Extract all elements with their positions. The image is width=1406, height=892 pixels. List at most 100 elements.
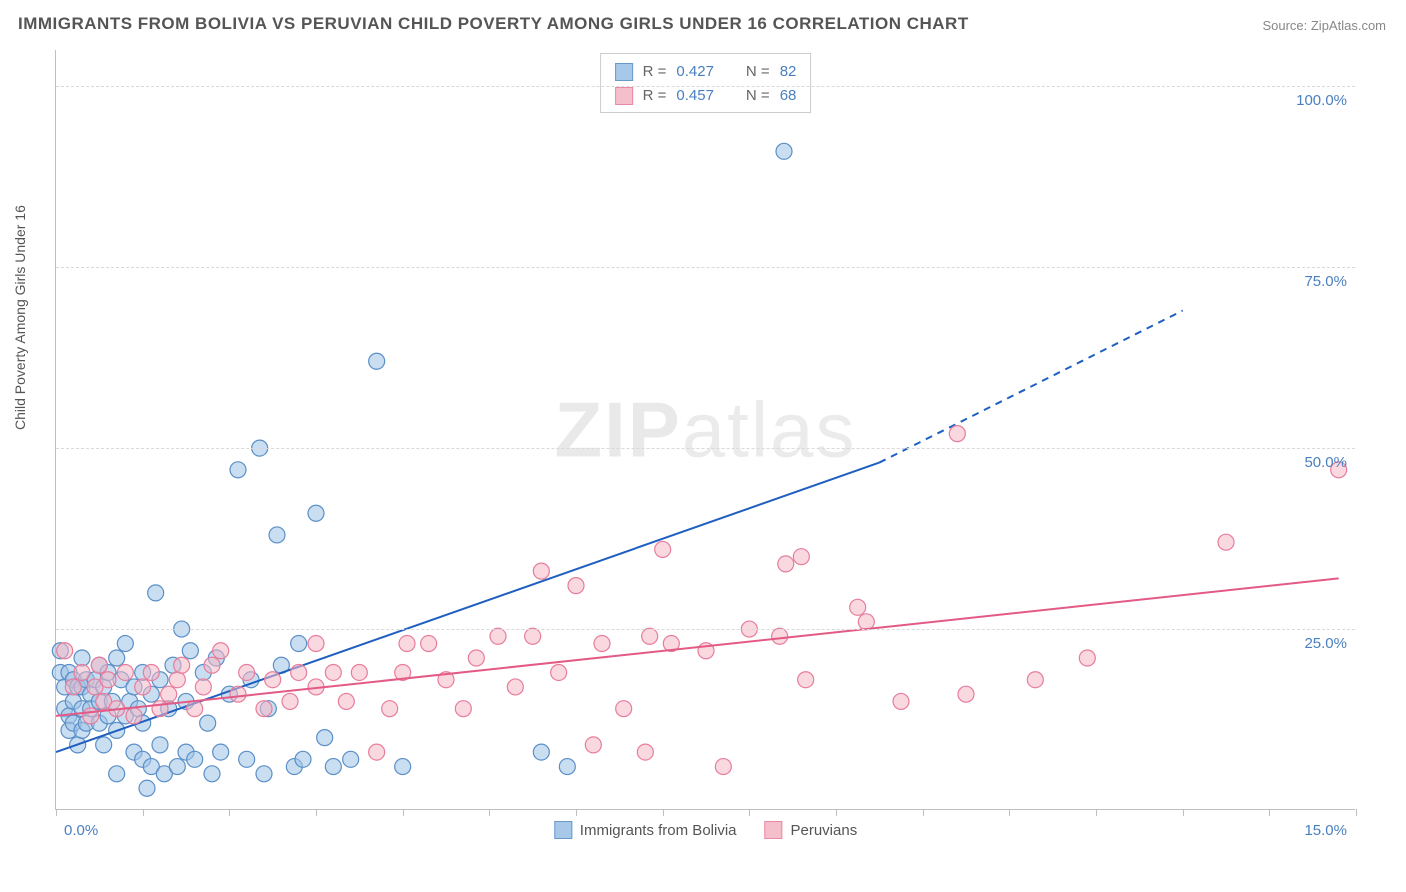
- data-point-peruvians: [421, 636, 437, 652]
- data-point-peruvians: [655, 541, 671, 557]
- data-point-peruvians: [1027, 672, 1043, 688]
- data-point-peruvians: [213, 643, 229, 659]
- stats-row-bolivia: R = 0.427 N = 82: [615, 60, 797, 84]
- stats-row-peruvians: R = 0.457 N = 68: [615, 84, 797, 108]
- data-point-peruvians: [585, 737, 601, 753]
- swatch-peruvians: [615, 87, 633, 105]
- data-point-bolivia: [369, 353, 385, 369]
- data-point-peruvians: [772, 628, 788, 644]
- trend-line-peruvians: [56, 578, 1339, 716]
- r-label: R =: [643, 60, 667, 84]
- data-point-peruvians: [351, 664, 367, 680]
- swatch-bolivia: [615, 63, 633, 81]
- data-point-peruvians: [642, 628, 658, 644]
- chart-title: IMMIGRANTS FROM BOLIVIA VS PERUVIAN CHIL…: [18, 14, 969, 34]
- source-attribution: Source: ZipAtlas.com: [1262, 18, 1386, 33]
- data-point-peruvians: [65, 679, 81, 695]
- data-point-peruvians: [126, 708, 142, 724]
- data-point-peruvians: [239, 664, 255, 680]
- data-point-bolivia: [109, 650, 125, 666]
- swatch-bolivia: [554, 821, 572, 839]
- data-point-bolivia: [148, 585, 164, 601]
- data-point-bolivia: [74, 650, 90, 666]
- n-value: 82: [780, 60, 797, 84]
- data-point-peruvians: [798, 672, 814, 688]
- y-tick-label: 50.0%: [1304, 454, 1347, 471]
- x-tick-label: 15.0%: [1304, 822, 1347, 839]
- data-point-bolivia: [256, 766, 272, 782]
- data-point-bolivia: [533, 744, 549, 760]
- data-point-bolivia: [169, 759, 185, 775]
- data-point-bolivia: [139, 780, 155, 796]
- data-point-peruvians: [369, 744, 385, 760]
- data-point-peruvians: [1218, 534, 1234, 550]
- data-point-peruvians: [468, 650, 484, 666]
- data-point-peruvians: [291, 664, 307, 680]
- r-value: 0.427: [676, 60, 714, 84]
- data-point-peruvians: [195, 679, 211, 695]
- data-point-bolivia: [269, 527, 285, 543]
- data-point-bolivia: [317, 730, 333, 746]
- data-point-peruvians: [91, 657, 107, 673]
- data-point-peruvians: [793, 549, 809, 565]
- data-point-peruvians: [1079, 650, 1095, 666]
- y-axis-label: Child Poverty Among Girls Under 16: [12, 205, 28, 430]
- legend-item-bolivia: Immigrants from Bolivia: [554, 821, 737, 839]
- data-point-bolivia: [395, 759, 411, 775]
- stats-legend: R = 0.427 N = 82 R = 0.457 N = 68: [600, 53, 812, 113]
- data-point-peruvians: [57, 643, 73, 659]
- r-value: 0.457: [676, 84, 714, 108]
- data-point-peruvians: [169, 672, 185, 688]
- data-point-bolivia: [343, 751, 359, 767]
- data-point-peruvians: [152, 701, 168, 717]
- data-point-bolivia: [109, 766, 125, 782]
- data-point-peruvians: [525, 628, 541, 644]
- data-point-peruvians: [533, 563, 549, 579]
- data-point-peruvians: [551, 664, 567, 680]
- data-point-peruvians: [230, 686, 246, 702]
- data-point-bolivia: [213, 744, 229, 760]
- data-point-bolivia: [325, 759, 341, 775]
- data-point-bolivia: [291, 636, 307, 652]
- legend-item-peruvians: Peruvians: [765, 821, 858, 839]
- data-point-bolivia: [559, 759, 575, 775]
- data-point-peruvians: [490, 628, 506, 644]
- data-point-bolivia: [96, 737, 112, 753]
- data-point-peruvians: [74, 664, 90, 680]
- data-point-peruvians: [308, 636, 324, 652]
- data-point-peruvians: [616, 701, 632, 717]
- trend-line-dashed-bolivia: [879, 311, 1182, 463]
- y-tick-label: 75.0%: [1304, 273, 1347, 290]
- data-point-bolivia: [295, 751, 311, 767]
- chart-svg: [56, 50, 1355, 809]
- series-legend: Immigrants from Bolivia Peruvians: [554, 821, 857, 839]
- data-point-peruvians: [399, 636, 415, 652]
- data-point-bolivia: [182, 643, 198, 659]
- data-point-peruvians: [256, 701, 272, 717]
- data-point-peruvians: [949, 426, 965, 442]
- data-point-peruvians: [143, 664, 159, 680]
- data-point-peruvians: [265, 672, 281, 688]
- data-point-bolivia: [308, 505, 324, 521]
- data-point-peruvians: [715, 759, 731, 775]
- n-value: 68: [780, 84, 797, 108]
- data-point-peruvians: [507, 679, 523, 695]
- data-point-peruvians: [83, 708, 99, 724]
- data-point-bolivia: [117, 636, 133, 652]
- data-point-peruvians: [568, 578, 584, 594]
- data-point-peruvians: [778, 556, 794, 572]
- data-point-bolivia: [152, 737, 168, 753]
- data-point-peruvians: [204, 657, 220, 673]
- data-point-peruvians: [958, 686, 974, 702]
- data-point-peruvians: [161, 686, 177, 702]
- data-point-peruvians: [455, 701, 471, 717]
- data-point-bolivia: [776, 143, 792, 159]
- x-tick-label: 0.0%: [64, 822, 98, 839]
- data-point-peruvians: [282, 693, 298, 709]
- n-label: N =: [746, 60, 770, 84]
- data-point-bolivia: [200, 715, 216, 731]
- data-point-peruvians: [594, 636, 610, 652]
- data-point-peruvians: [100, 672, 116, 688]
- n-label: N =: [746, 84, 770, 108]
- data-point-peruvians: [325, 664, 341, 680]
